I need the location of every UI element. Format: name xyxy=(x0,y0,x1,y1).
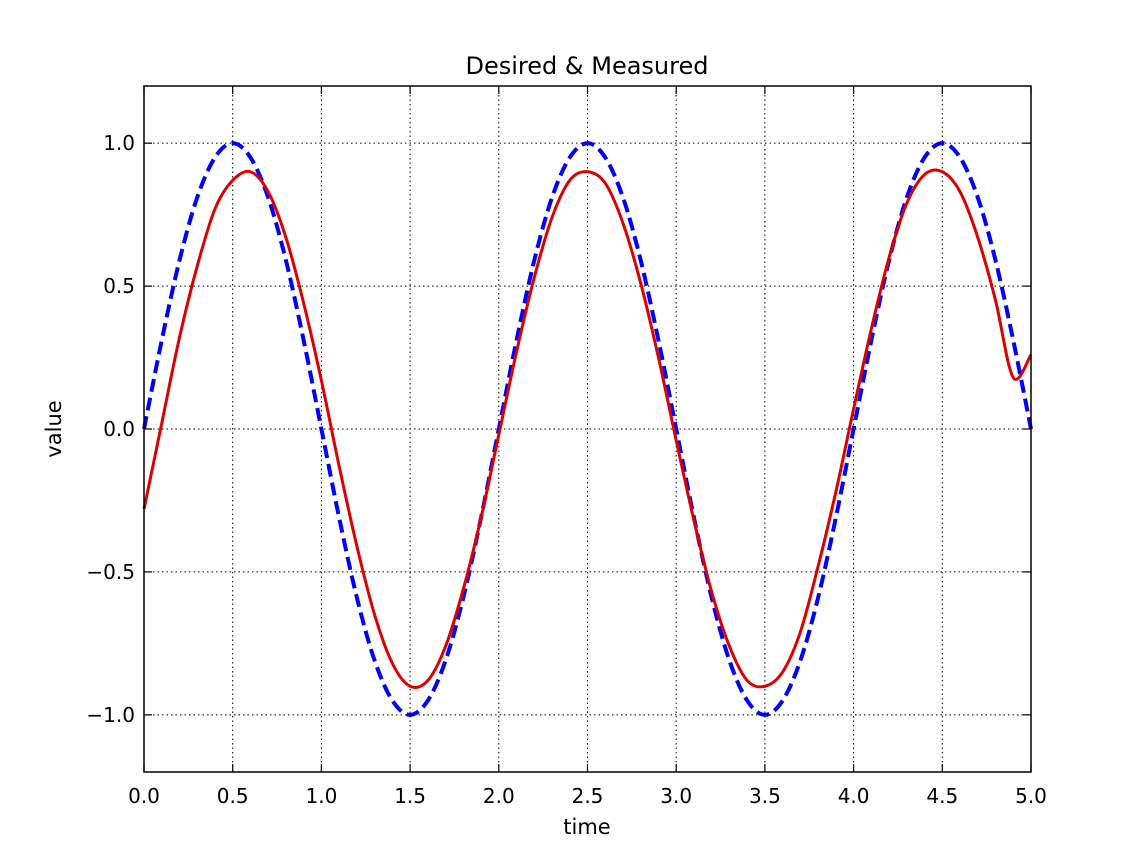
series-measured-line xyxy=(142,168,1033,690)
series-group xyxy=(142,141,1033,717)
x-tick-label: 4.5 xyxy=(926,784,958,808)
x-tick-label: 1.0 xyxy=(305,784,337,808)
x-tick-label: 3.5 xyxy=(749,784,781,808)
ticks xyxy=(143,86,1032,772)
x-tick-label: 0.5 xyxy=(217,784,249,808)
x-tick-labels: 0.0 0.5 1.0 1.5 2.0 2.5 3.0 3.5 4.0 4.5 5.0 xyxy=(128,784,1047,808)
y-tick-label: −0.5 xyxy=(86,560,135,584)
y-tick-label: −1.0 xyxy=(86,703,135,727)
x-tick-label: 5.0 xyxy=(1015,784,1047,808)
x-tick-label: 1.5 xyxy=(394,784,426,808)
x-tick-label: 2.5 xyxy=(572,784,604,808)
x-axis-label: time xyxy=(563,815,610,839)
x-tick-label: 2.0 xyxy=(483,784,515,808)
y-tick-label: 0.0 xyxy=(103,417,135,441)
y-tick-label: 1.0 xyxy=(103,131,135,155)
x-tick-label: 0.0 xyxy=(128,784,160,808)
x-tick-label: 3.0 xyxy=(660,784,692,808)
y-tick-labels: −1.0 −0.5 0.0 0.5 1.0 xyxy=(86,131,135,727)
y-tick-label: 0.5 xyxy=(103,274,135,298)
x-tick-label: 4.0 xyxy=(838,784,870,808)
chart-title: Desired & Measured xyxy=(466,52,709,80)
series-desired-line xyxy=(142,141,1033,717)
y-axis-label: value xyxy=(42,400,66,457)
